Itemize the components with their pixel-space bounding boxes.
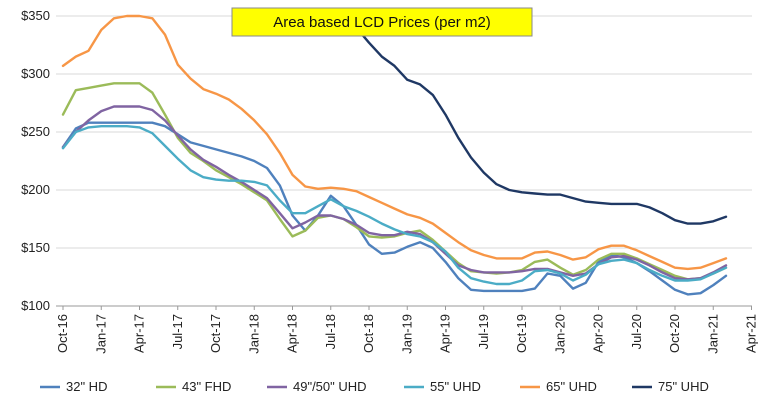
legend: 32" HD 43" FHD 49"/50" UHD 55" UHD 65" UHD 75… (40, 379, 709, 394)
series-line (61, 124, 728, 286)
legend-label: 55" UHD (430, 379, 481, 394)
axes: $100 $150 $200 $250 $300 $350 Oct-16 Jan-17 Apr-… (21, 8, 758, 354)
series-line (61, 14, 728, 271)
x-tick-label: Apr-18 (285, 314, 300, 353)
x-tick-label: Jan-20 (552, 314, 567, 354)
x-tick-label: Apr-19 (438, 314, 453, 353)
y-tick-label: $100 (21, 298, 50, 313)
x-tick-label: Oct-16 (55, 314, 70, 353)
x-tick-label: Jul-18 (323, 314, 338, 349)
x-tick-label: Jan-19 (399, 314, 414, 354)
chart-title: Area based LCD Prices (per m2) (273, 14, 491, 31)
x-tick-label: Apr-20 (591, 314, 606, 353)
y-tick-label: $300 (21, 66, 50, 81)
x-tick-label: Apr-21 (744, 314, 759, 353)
legend-label: 43" FHD (182, 379, 231, 394)
x-tick-label: Jul-20 (629, 314, 644, 349)
series-line (355, 26, 728, 225)
chart-title-box (231, 7, 533, 37)
x-tick-label: Oct-18 (361, 314, 376, 353)
legend-label: 75" UHD (658, 379, 709, 394)
x-tick-label: Oct-19 (514, 314, 529, 353)
x-tick-label: Jul-19 (476, 314, 491, 349)
legend-label: 49"/50" UHD (293, 379, 367, 394)
x-tick-label: Jan-18 (246, 314, 261, 354)
x-tick-label: Jul-17 (170, 314, 185, 349)
x-tick-label: Jan-17 (93, 314, 108, 354)
y-tick-label: $200 (21, 182, 50, 197)
series-line (61, 82, 728, 281)
legend-label: 65" UHD (546, 379, 597, 394)
x-tick-label: Apr-17 (132, 314, 147, 353)
y-tick-label: $150 (21, 240, 50, 255)
x-tick-label: Jan-21 (705, 314, 720, 354)
y-tick-label: $250 (21, 124, 50, 139)
series-line (61, 105, 728, 281)
y-tick-label: $350 (21, 8, 50, 23)
chart-title-group: Area based LCD Prices (per m2) (231, 7, 533, 37)
x-tick-label: Oct-20 (667, 314, 682, 353)
legend-label: 32" HD (66, 379, 107, 394)
series-group (61, 14, 728, 296)
x-tick-label: Oct-17 (208, 314, 223, 353)
